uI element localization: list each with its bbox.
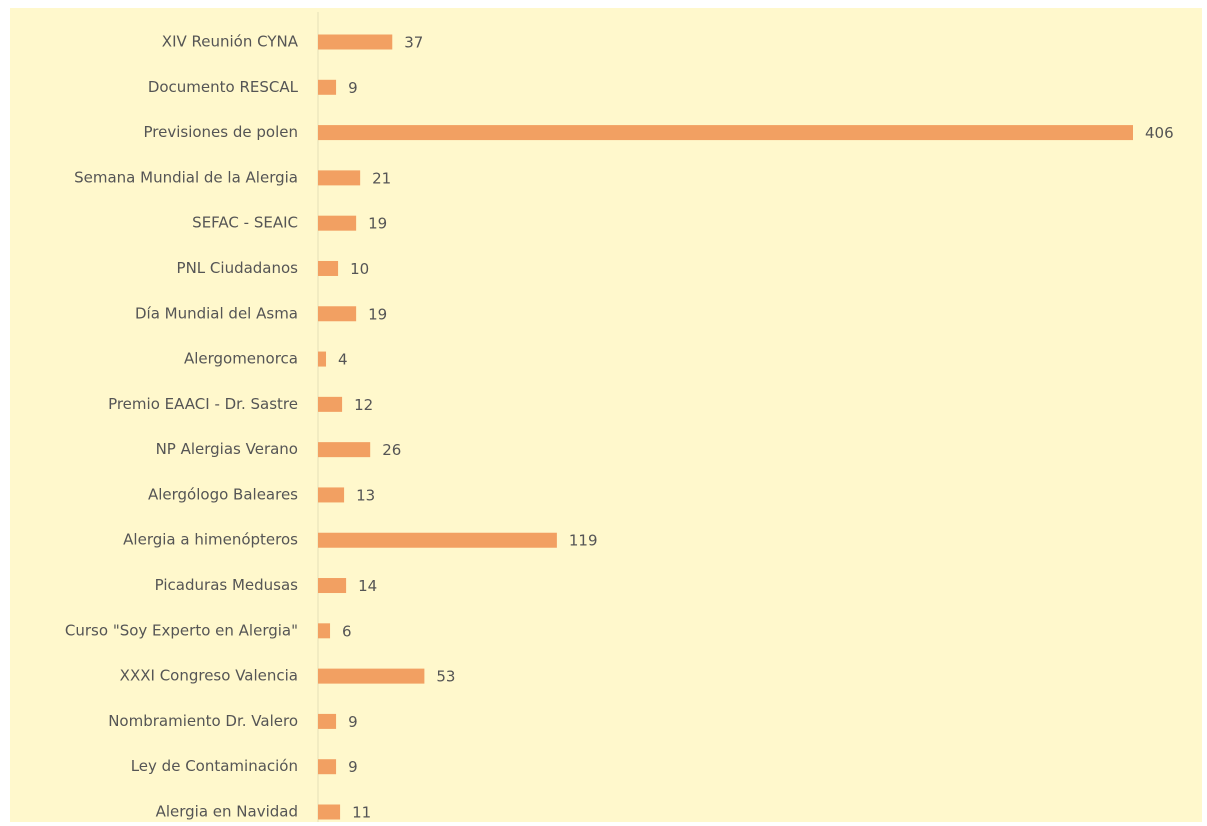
bar (318, 804, 341, 820)
category-label: Día Mundial del Asma (135, 304, 298, 322)
data-label: 14 (358, 577, 377, 595)
data-label: 9 (348, 713, 358, 731)
category-label: Alergia en Navidad (156, 803, 298, 821)
bar (318, 34, 393, 50)
bar (318, 487, 345, 503)
data-label: 19 (368, 305, 387, 323)
category-label: Ley de Contaminación (131, 757, 298, 775)
bar (318, 215, 357, 231)
data-label: 37 (404, 34, 423, 52)
bar (318, 623, 331, 639)
bar (318, 442, 371, 458)
data-label: 119 (569, 532, 598, 550)
plot-background (10, 8, 1202, 822)
bar (318, 125, 1133, 141)
bar (318, 351, 327, 367)
category-label: PNL Ciudadanos (177, 259, 299, 277)
bar (318, 396, 343, 412)
bar (318, 306, 357, 322)
bar (318, 578, 347, 594)
category-label: XXXI Congreso Valencia (120, 667, 298, 685)
bar (318, 260, 339, 276)
category-label: Documento RESCAL (148, 78, 299, 96)
category-label: XIV Reunión CYNA (162, 33, 299, 51)
category-label: Previsiones de polen (144, 123, 299, 141)
category-label: Alergia a himenópteros (123, 531, 298, 549)
category-label: Premio EAACI - Dr. Sastre (108, 395, 298, 413)
data-label: 53 (436, 668, 455, 686)
data-label: 12 (354, 396, 373, 414)
data-label: 6 (342, 622, 352, 640)
data-label: 9 (348, 758, 358, 776)
category-label: Semana Mundial de la Alergia (74, 168, 298, 186)
bar (318, 713, 337, 729)
category-label: Nombramiento Dr. Valero (108, 712, 298, 730)
data-label: 21 (372, 169, 391, 187)
bar (318, 170, 361, 186)
category-label: Curso "Soy Experto en Alergia" (65, 621, 298, 639)
data-label: 19 (368, 215, 387, 233)
data-label: 406 (1145, 124, 1174, 142)
category-label: SEFAC - SEAIC (192, 214, 298, 232)
bar (318, 668, 425, 684)
category-label: Alergólogo Baleares (148, 485, 298, 503)
bar (318, 532, 557, 548)
bar (318, 79, 337, 95)
category-label: Picaduras Medusas (155, 576, 298, 594)
category-label: Alergomenorca (184, 350, 298, 368)
data-label: 10 (350, 260, 369, 278)
category-label: NP Alergias Verano (156, 440, 298, 458)
data-label: 13 (356, 486, 375, 504)
data-label: 26 (382, 441, 401, 459)
data-label: 11 (352, 804, 371, 822)
bar (318, 759, 337, 775)
data-label: 4 (338, 351, 348, 369)
data-label: 9 (348, 79, 358, 97)
